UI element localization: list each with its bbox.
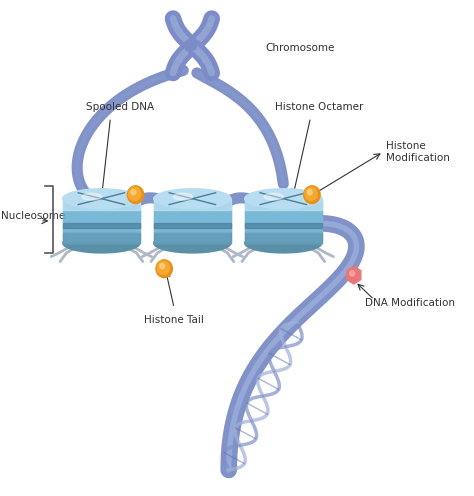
- Circle shape: [185, 37, 188, 40]
- Circle shape: [308, 189, 312, 195]
- Polygon shape: [154, 232, 231, 243]
- Circle shape: [305, 187, 317, 200]
- Polygon shape: [245, 221, 322, 232]
- Circle shape: [188, 41, 196, 50]
- Polygon shape: [63, 210, 140, 221]
- Circle shape: [207, 23, 210, 27]
- Ellipse shape: [264, 193, 283, 200]
- Text: Histone Octamer: Histone Octamer: [275, 102, 364, 113]
- Polygon shape: [245, 232, 322, 243]
- Circle shape: [174, 65, 178, 68]
- Circle shape: [202, 29, 206, 33]
- Ellipse shape: [245, 233, 322, 253]
- Circle shape: [131, 189, 136, 195]
- Ellipse shape: [245, 189, 322, 208]
- Polygon shape: [154, 199, 231, 243]
- Circle shape: [160, 263, 164, 269]
- Ellipse shape: [154, 189, 231, 208]
- Circle shape: [179, 29, 182, 33]
- Circle shape: [157, 261, 170, 274]
- Ellipse shape: [63, 189, 140, 208]
- Polygon shape: [245, 210, 322, 221]
- Circle shape: [207, 65, 210, 68]
- Text: Histone
Modification: Histone Modification: [386, 141, 449, 163]
- Text: Nucleosome: Nucleosome: [1, 211, 65, 221]
- Polygon shape: [63, 232, 140, 243]
- Text: Histone Tail: Histone Tail: [144, 314, 204, 324]
- Polygon shape: [245, 223, 322, 228]
- Circle shape: [128, 187, 141, 200]
- Polygon shape: [154, 223, 231, 228]
- Circle shape: [185, 52, 188, 55]
- Polygon shape: [245, 199, 322, 243]
- Polygon shape: [63, 221, 140, 232]
- Polygon shape: [154, 210, 231, 221]
- Polygon shape: [154, 221, 231, 232]
- Polygon shape: [245, 199, 322, 210]
- Circle shape: [202, 59, 206, 62]
- Polygon shape: [154, 199, 231, 210]
- Text: Chromosome: Chromosome: [265, 43, 335, 53]
- Circle shape: [304, 186, 320, 204]
- Circle shape: [197, 52, 200, 55]
- Circle shape: [179, 59, 182, 62]
- Ellipse shape: [63, 233, 140, 253]
- Polygon shape: [63, 199, 140, 210]
- Text: DNA Modification: DNA Modification: [365, 298, 455, 308]
- Circle shape: [156, 260, 173, 278]
- Text: Spooled DNA: Spooled DNA: [85, 102, 154, 113]
- Polygon shape: [63, 199, 140, 243]
- Circle shape: [174, 23, 178, 27]
- Ellipse shape: [82, 193, 101, 200]
- Ellipse shape: [154, 233, 231, 253]
- Circle shape: [350, 271, 355, 276]
- Circle shape: [197, 37, 200, 40]
- Ellipse shape: [173, 193, 192, 200]
- Circle shape: [128, 186, 144, 204]
- Polygon shape: [63, 223, 140, 228]
- Polygon shape: [346, 266, 361, 284]
